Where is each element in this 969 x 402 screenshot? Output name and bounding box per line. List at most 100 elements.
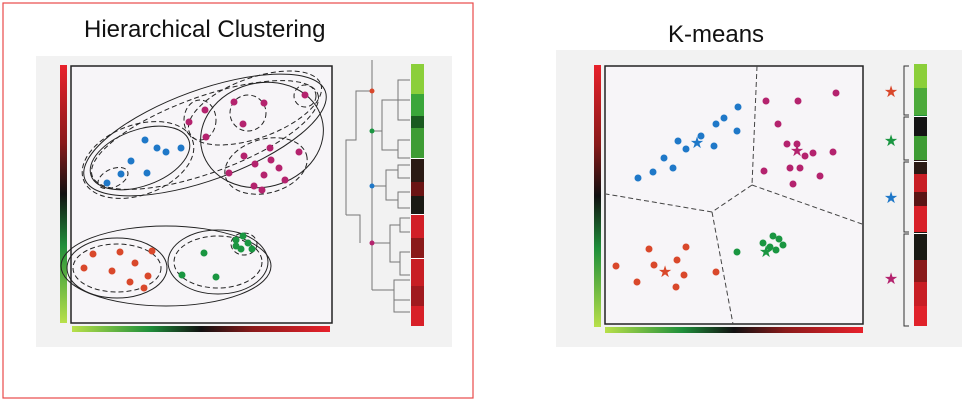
point [650,261,658,269]
left-plot-area [70,65,333,324]
point [697,132,705,140]
point [775,235,783,243]
point [153,144,161,152]
kmeans-title: K-means [668,21,765,48]
point [789,180,797,188]
point [178,271,186,279]
point [774,120,782,128]
dendro-node-blue [369,183,375,189]
point [710,142,718,150]
hier-dashed-outlines [72,70,323,293]
point [801,152,809,160]
left-heatmap [411,64,424,326]
point [266,144,274,152]
point [251,160,259,168]
dendro-node-orange [369,88,375,94]
point [239,232,247,240]
outline-right-group [200,81,324,189]
km-brackets [903,65,909,327]
dashed-mag-left [183,99,217,141]
point [779,241,787,249]
point [649,168,657,176]
point [733,127,741,135]
hier-points-green [178,232,256,281]
point [267,156,275,164]
km-points-green [733,232,787,256]
dashed-green-outer [173,235,263,289]
hier-points-orange [80,247,156,292]
point [212,273,220,281]
point [829,148,837,156]
point [766,243,774,251]
dashed-blue-outer [81,121,195,199]
point [680,271,688,279]
point [760,167,768,175]
centroid-star-green: ★ [759,242,773,261]
point [712,120,720,128]
km-points-blue [634,103,742,182]
left-color-scale-horizontal [72,326,330,332]
point [148,247,156,255]
hier-points-blue [103,136,185,187]
outline-green-group [167,229,269,295]
outline-orange-group [66,237,168,299]
point [612,262,620,270]
point [201,106,209,114]
point [645,245,653,253]
point [796,164,804,172]
point [762,97,770,105]
centroid-star-orange: ★ [658,262,672,281]
point [660,154,668,162]
point [116,248,124,256]
point [783,140,791,148]
outline-bottom-group [60,225,272,307]
legend-star-green: ★ [884,131,898,150]
right-color-scale-vertical [594,65,601,327]
point [131,259,139,267]
point [769,232,777,240]
left-frame [2,2,474,399]
dendro-node-green [369,128,375,134]
point [275,164,283,172]
point [809,149,817,157]
point [239,120,247,128]
point [682,145,690,153]
point [734,103,742,111]
point [126,278,134,286]
point [633,278,641,286]
km-points-magenta [760,89,840,188]
dendro-node-magenta [369,240,375,246]
point [673,256,681,264]
hier-points-magenta [185,91,309,194]
point [816,172,824,180]
point [177,144,185,152]
point [140,284,148,292]
point [240,152,248,160]
point [244,239,252,247]
point [772,246,780,254]
left-color-scale-vertical [60,65,67,323]
dashed-mag-top [229,94,267,132]
dashed-blue-inner [97,166,129,190]
point [672,283,680,291]
centroid-star-magenta: ★ [790,141,804,160]
point [230,98,238,106]
point [162,148,170,156]
point [682,243,690,251]
point [117,170,125,178]
point [89,250,97,258]
point [733,248,741,256]
point [295,148,303,156]
point [127,157,135,165]
point [143,169,151,177]
point [202,133,210,141]
point [225,169,233,177]
dendrogram [345,60,410,313]
point [720,114,728,122]
point [712,268,720,276]
dashed-orange [72,243,162,293]
point [232,236,240,244]
point [260,99,268,107]
point [793,140,801,148]
point [281,176,289,184]
